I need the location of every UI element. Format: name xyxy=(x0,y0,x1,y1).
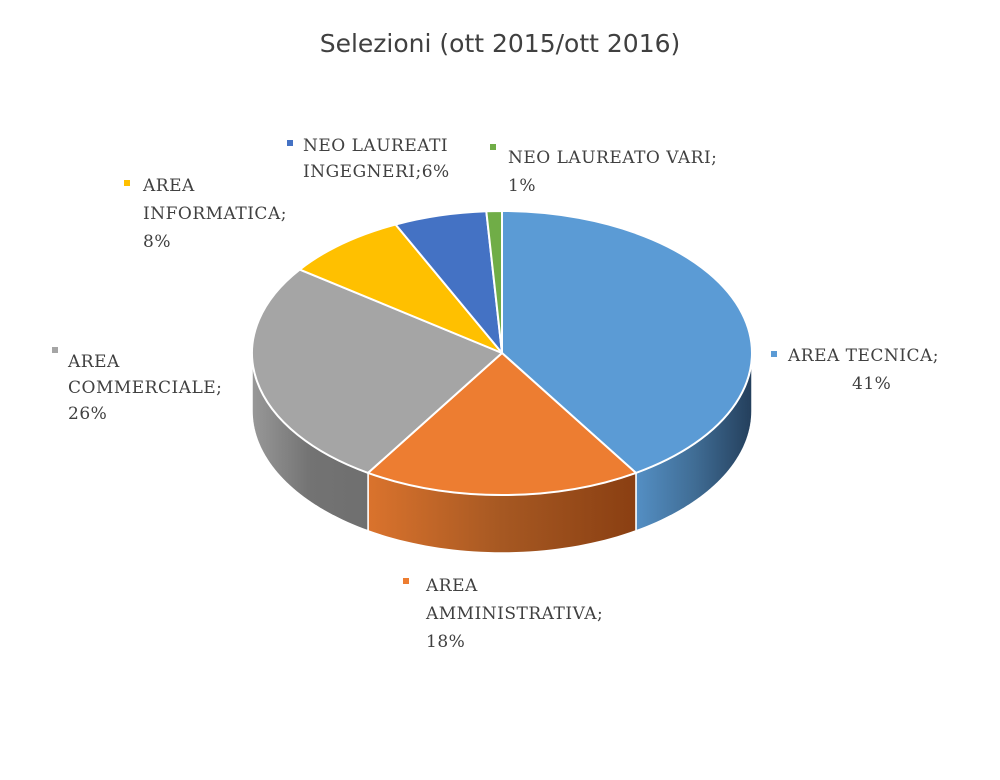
label-text-neo-laureati-ingegneri-0: NEO LAUREATI xyxy=(303,136,448,156)
label-text-area-tecnica-0: AREA TECNICA; xyxy=(787,346,939,366)
pie-slice-area-amministrativa xyxy=(367,352,637,496)
label-marker-neo-laureati-ingegneri xyxy=(287,140,293,146)
label-area-commerciale: AREA COMMERCIALE; 26% xyxy=(52,347,222,424)
label-text-area-amministrativa-2: 18% xyxy=(426,632,465,652)
label-area-informatica: AREA INFORMATICA; 8% xyxy=(124,176,287,252)
label-neo-laureato-vari: NEO LAUREATO VARI; 1% xyxy=(490,144,717,196)
label-area-amministrativa: AREA AMMINISTRATIVA; 18% xyxy=(403,576,603,652)
label-text-area-commerciale-2: 26% xyxy=(68,404,107,424)
label-text-area-amministrativa-1: AMMINISTRATIVA; xyxy=(425,604,603,624)
label-text-neo-laureato-vari-1: 1% xyxy=(508,176,536,196)
label-text-area-commerciale-1: COMMERCIALE; xyxy=(68,378,222,398)
label-text-area-amministrativa-0: AREA xyxy=(425,576,478,596)
label-marker-area-amministrativa xyxy=(403,578,409,584)
label-text-area-tecnica-1: 41% xyxy=(852,374,891,394)
label-marker-area-commerciale xyxy=(52,347,58,353)
label-marker-neo-laureato-vari xyxy=(490,144,496,150)
label-text-area-informatica-1: INFORMATICA; xyxy=(143,204,287,224)
label-area-tecnica: AREA TECNICA; 41% xyxy=(771,346,939,394)
label-marker-area-informatica xyxy=(124,180,130,186)
label-text-neo-laureato-vari-0: NEO LAUREATO VARI; xyxy=(508,148,717,168)
pie-slice-neo-laureato-vari xyxy=(485,209,503,354)
pie-slice-area-informatica xyxy=(298,223,503,354)
label-text-area-commerciale-0: AREA xyxy=(67,352,120,372)
pie-slices xyxy=(251,209,753,496)
pie-slice-area-commerciale xyxy=(251,268,503,474)
pie-slice-area-tecnica xyxy=(501,210,753,474)
label-text-area-informatica-2: 8% xyxy=(143,232,171,252)
label-neo-laureati-ingegneri: NEO LAUREATI INGEGNERI;6% xyxy=(287,136,450,182)
chart-title: Selezioni (ott 2015/ott 2016) xyxy=(320,29,681,58)
pie-labels: AREA TECNICA;41%AREAAMMINISTRATIVA;18%AR… xyxy=(52,136,939,652)
label-text-neo-laureati-ingegneri-1: INGEGNERI;6% xyxy=(303,162,450,182)
label-text-area-informatica-0: AREA xyxy=(142,176,195,196)
label-marker-area-tecnica xyxy=(771,351,777,357)
